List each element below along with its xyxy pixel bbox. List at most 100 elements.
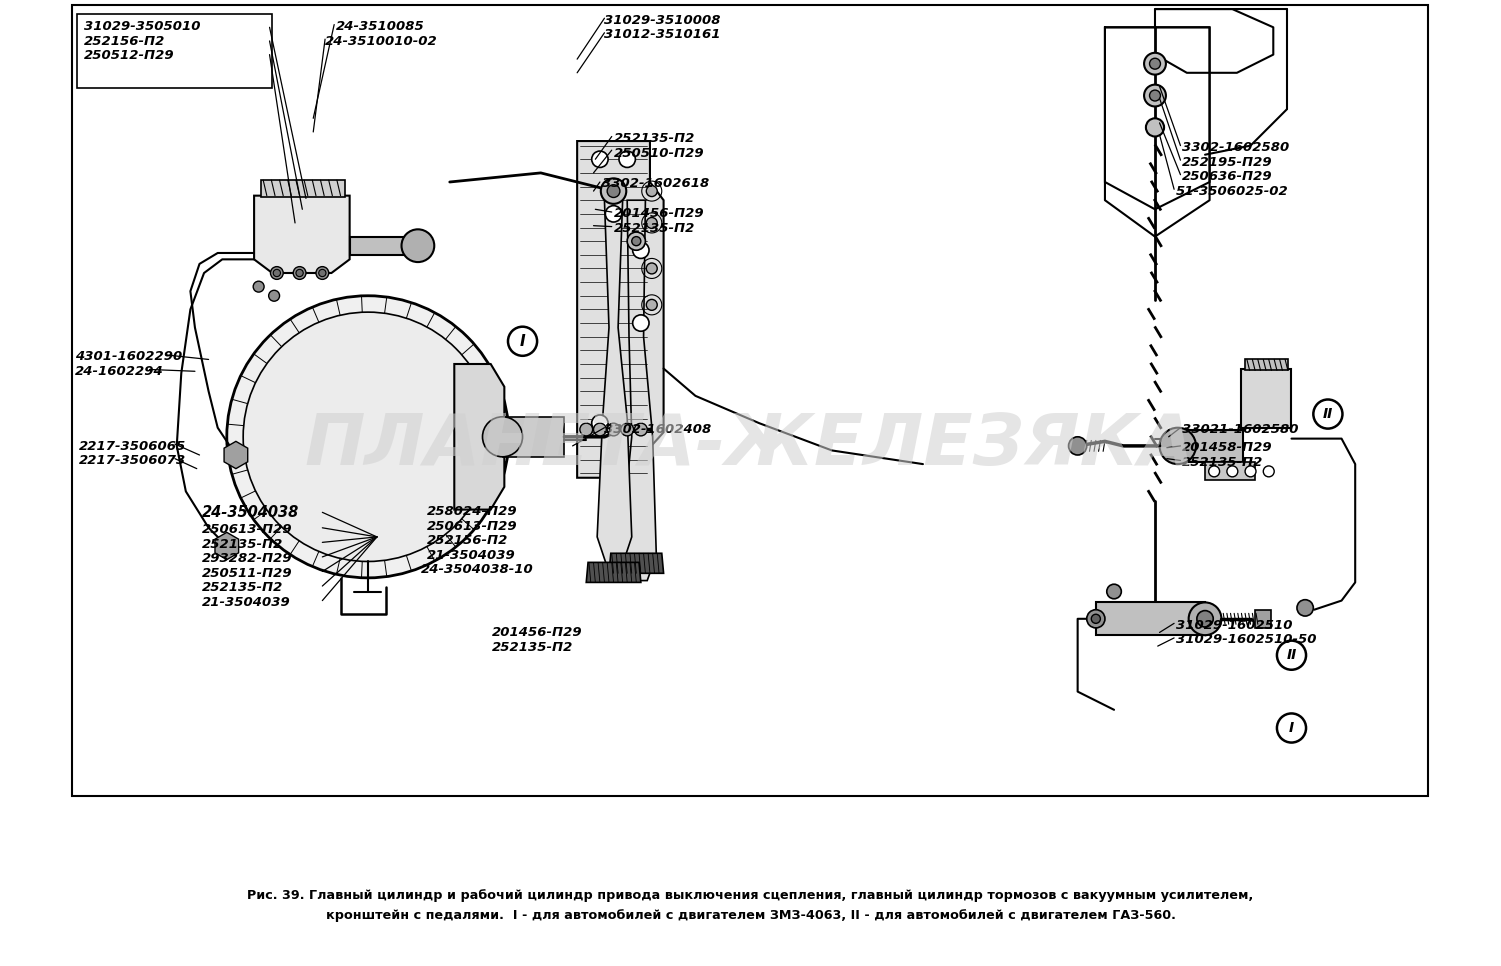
Circle shape: [1069, 437, 1087, 455]
Bar: [350, 237, 422, 255]
Circle shape: [1277, 640, 1306, 669]
Circle shape: [293, 267, 306, 279]
Circle shape: [591, 151, 608, 167]
Circle shape: [635, 423, 647, 436]
Circle shape: [227, 296, 509, 578]
Circle shape: [647, 263, 657, 274]
Circle shape: [1313, 400, 1342, 429]
Text: 2217-3506065: 2217-3506065: [78, 440, 186, 452]
Text: 3302-1602580: 3302-1602580: [1183, 141, 1289, 154]
Text: 24-3504038-10: 24-3504038-10: [420, 563, 533, 577]
Circle shape: [273, 270, 281, 276]
Text: 3302-1602618: 3302-1602618: [602, 178, 708, 190]
Text: 250511-П29: 250511-П29: [203, 567, 293, 580]
Text: Рис. 39. Главный цилиндр и рабочий цилиндр привода выключения сцепления, главный: Рис. 39. Главный цилиндр и рабочий цилин…: [248, 889, 1253, 902]
Circle shape: [627, 232, 645, 250]
Polygon shape: [215, 532, 239, 559]
Circle shape: [1145, 118, 1165, 136]
Bar: [1246, 359, 1288, 370]
Text: 21-3504039: 21-3504039: [426, 549, 516, 562]
Text: 31029-1602510-50: 31029-1602510-50: [1175, 634, 1316, 646]
Bar: [1178, 430, 1243, 463]
Text: 252156-П2: 252156-П2: [84, 35, 165, 47]
Polygon shape: [1105, 27, 1210, 210]
Circle shape: [591, 415, 608, 432]
Text: 252135-П2: 252135-П2: [614, 132, 695, 145]
Text: II: II: [1322, 407, 1333, 421]
Text: 201458-П29: 201458-П29: [1183, 441, 1273, 454]
Text: 250613-П29: 250613-П29: [426, 520, 518, 532]
Bar: [1241, 369, 1291, 428]
Polygon shape: [254, 196, 350, 273]
Bar: [261, 181, 345, 196]
Circle shape: [507, 327, 537, 355]
Polygon shape: [455, 364, 504, 510]
Circle shape: [1208, 466, 1220, 477]
Circle shape: [218, 537, 236, 555]
Text: 252195-П29: 252195-П29: [1183, 156, 1273, 169]
Text: 201456-П29: 201456-П29: [614, 208, 704, 220]
Text: 4301-1602290: 4301-1602290: [75, 351, 182, 363]
Text: 252135-П2: 252135-П2: [203, 538, 284, 551]
Polygon shape: [224, 441, 248, 469]
Text: 2217-3506073: 2217-3506073: [78, 454, 186, 468]
Circle shape: [618, 151, 635, 167]
Text: 258024-П29: 258024-П29: [426, 505, 518, 518]
Circle shape: [632, 242, 648, 259]
Bar: [77, 14, 272, 88]
Text: 3302-1602408: 3302-1602408: [605, 423, 711, 437]
Circle shape: [269, 291, 279, 301]
Text: 31029-1602510: 31029-1602510: [1175, 619, 1292, 632]
Circle shape: [1087, 610, 1105, 628]
Circle shape: [296, 270, 303, 276]
Circle shape: [227, 446, 245, 464]
Circle shape: [1091, 614, 1100, 623]
Circle shape: [600, 179, 626, 204]
Text: II: II: [1286, 648, 1297, 663]
Circle shape: [1144, 53, 1166, 74]
Polygon shape: [609, 554, 663, 573]
Text: 250512-П29: 250512-П29: [84, 49, 174, 62]
Circle shape: [1264, 466, 1274, 477]
Circle shape: [593, 423, 606, 436]
Circle shape: [647, 217, 657, 228]
Text: 21-3504039: 21-3504039: [203, 596, 291, 609]
Text: 250636-П29: 250636-П29: [1183, 170, 1273, 184]
Text: кронштейн с педалями.  I - для автомобилей с двигателем ЗМЗ-4063, II - для автом: кронштейн с педалями. I - для автомобиле…: [326, 909, 1175, 923]
Circle shape: [317, 267, 329, 279]
Circle shape: [1150, 90, 1160, 101]
Text: 31012-3510161: 31012-3510161: [605, 28, 720, 42]
Text: 24-3510010-02: 24-3510010-02: [326, 35, 438, 47]
Circle shape: [1160, 428, 1196, 464]
Circle shape: [270, 267, 284, 279]
Text: 252135-П2: 252135-П2: [203, 582, 284, 594]
Text: 24-3504038: 24-3504038: [203, 505, 300, 520]
Circle shape: [254, 281, 264, 292]
Circle shape: [632, 315, 648, 331]
Text: ПЛАНЕТА-ЖЕЛЕЗЯКА: ПЛАНЕТА-ЖЕЛЕЗЯКА: [305, 412, 1195, 480]
Polygon shape: [597, 200, 632, 564]
Circle shape: [621, 423, 633, 436]
Circle shape: [605, 206, 621, 222]
Bar: [1255, 610, 1271, 628]
Text: I: I: [1289, 721, 1294, 735]
Text: I: I: [519, 333, 525, 349]
Text: 31029-3505010: 31029-3505010: [84, 20, 201, 33]
Text: 252135-П2: 252135-П2: [614, 222, 695, 235]
Text: 31029-3510008: 31029-3510008: [605, 14, 720, 27]
Circle shape: [1196, 611, 1213, 627]
Polygon shape: [578, 141, 663, 478]
Text: 24-1602294: 24-1602294: [75, 365, 164, 378]
Circle shape: [401, 229, 434, 262]
Circle shape: [1277, 714, 1306, 743]
Text: 252135-П2: 252135-П2: [1183, 456, 1264, 469]
Circle shape: [632, 237, 641, 245]
Circle shape: [647, 299, 657, 310]
Text: 252156-П2: 252156-П2: [426, 534, 509, 547]
Text: 250613-П29: 250613-П29: [203, 524, 293, 536]
Text: 252135-П2: 252135-П2: [492, 640, 573, 654]
Text: 24-3510085: 24-3510085: [336, 20, 425, 33]
Circle shape: [243, 312, 492, 561]
Circle shape: [1297, 600, 1313, 616]
Circle shape: [608, 185, 620, 197]
